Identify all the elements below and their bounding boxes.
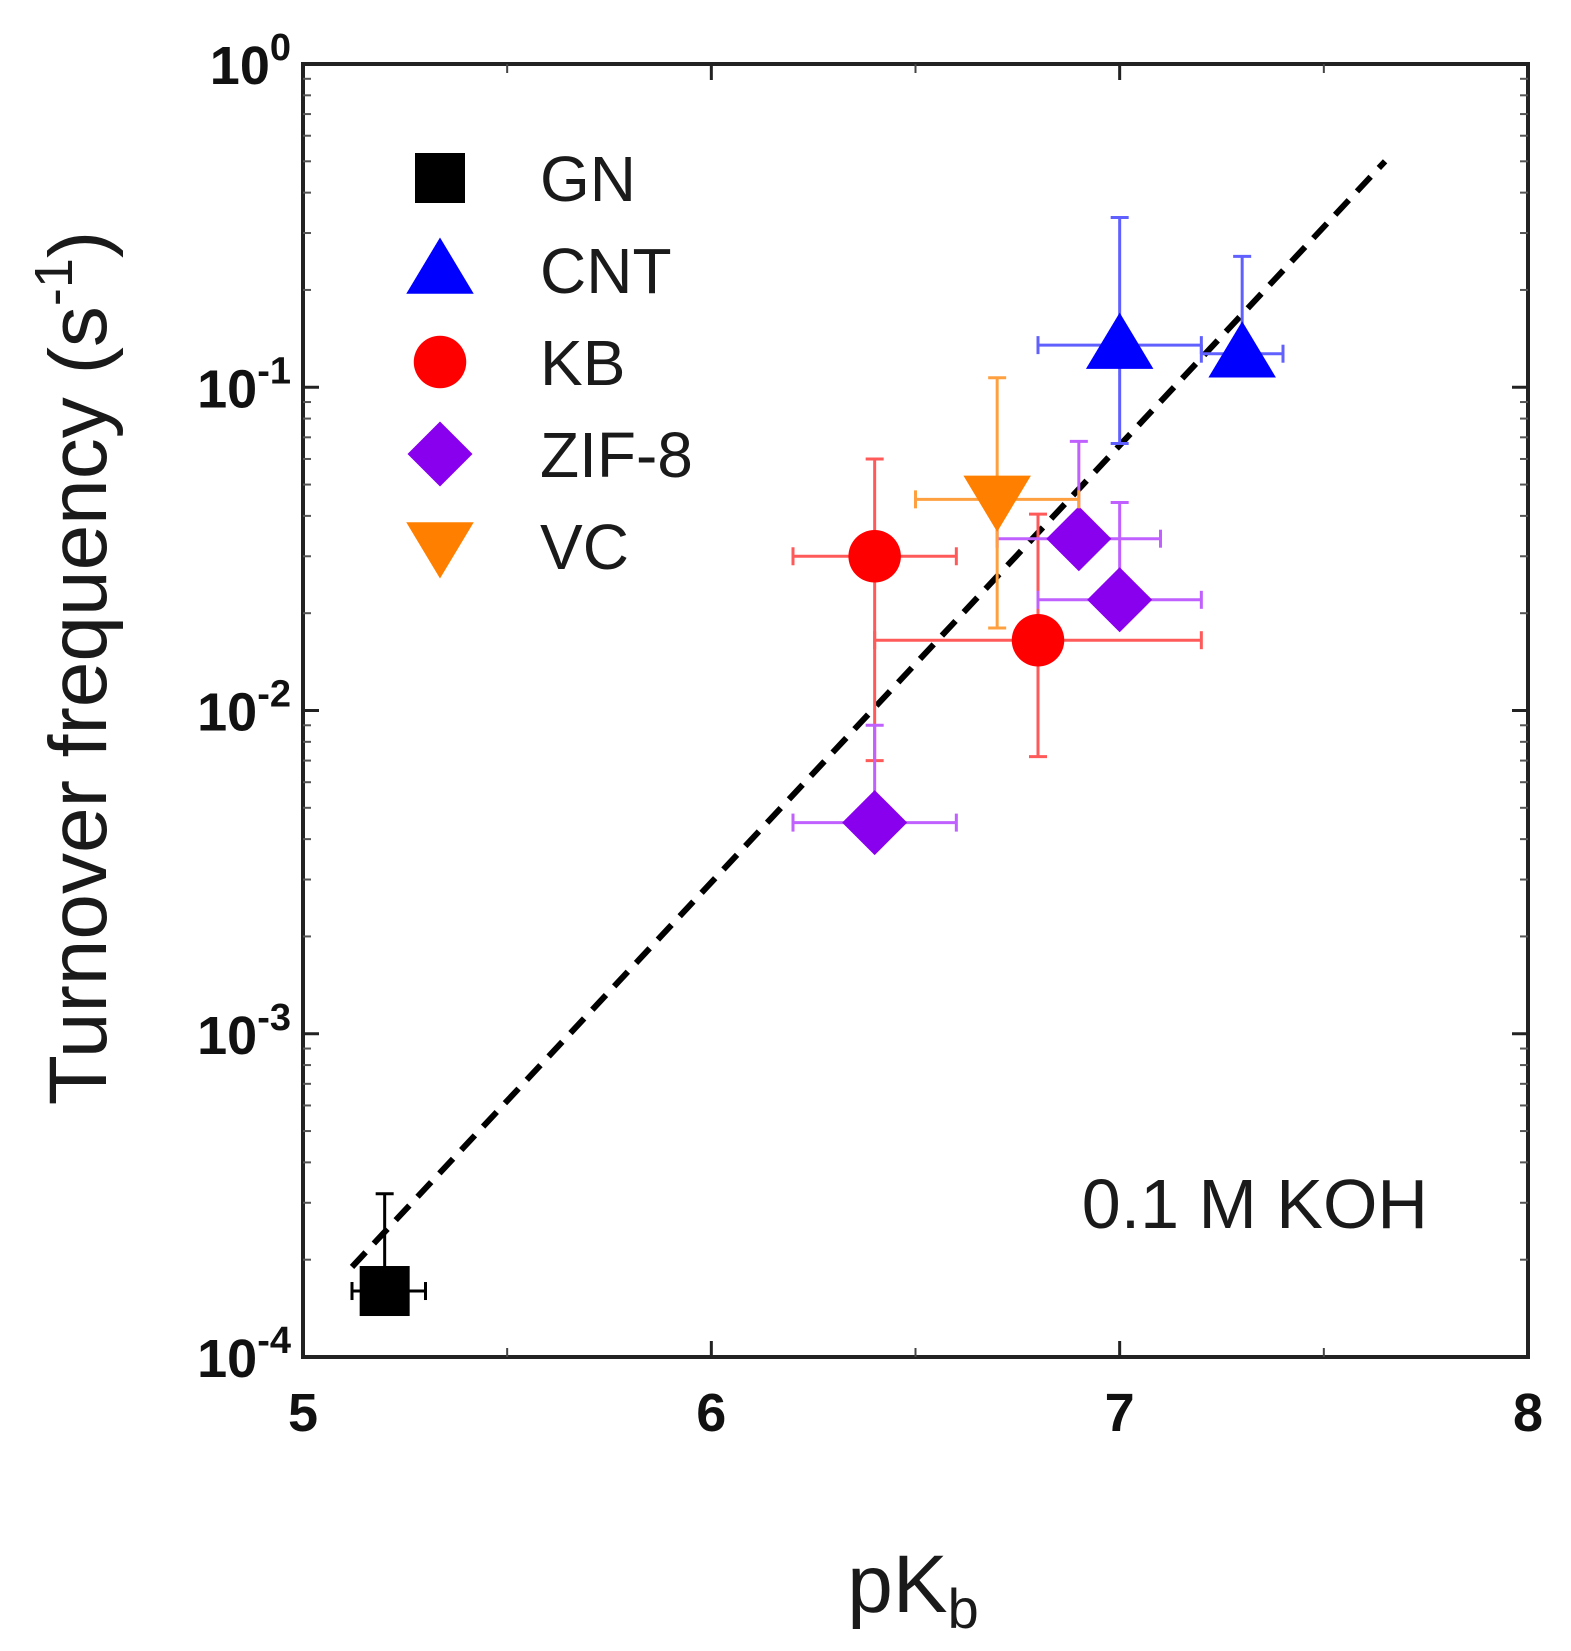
gn-point — [359, 1266, 410, 1317]
x-tick-label: 6 — [696, 1383, 726, 1443]
legend-marker-vc — [406, 522, 474, 579]
x-tick-label: 5 — [288, 1383, 318, 1443]
legend-label-gn: GN — [540, 143, 636, 215]
y-axis-title: Turnover frequency (s-1) — [24, 231, 124, 1105]
data-points — [350, 216, 1285, 1317]
annotation-electrolyte: 0.1 M KOH — [1082, 1165, 1428, 1243]
labels: pKb Turnover frequency (s-1) 0.1 M KOH — [24, 231, 1428, 1640]
x-axis-title: pKb — [847, 1539, 978, 1640]
y-tick-label: 10-3 — [197, 997, 291, 1066]
zif-8-point — [842, 790, 908, 856]
axes: 5 6 7 8 10-4 10-3 10-2 10-1 100 — [197, 27, 1543, 1443]
cnt-point — [1085, 312, 1154, 369]
cnt-point — [1208, 321, 1276, 378]
zif-8-point — [1046, 506, 1112, 572]
legend: GN CNT KB ZIF-8 VC — [406, 143, 693, 583]
x-tick-label: 7 — [1105, 1383, 1135, 1443]
y-tick-label: 10-4 — [197, 1320, 291, 1389]
legend-marker-cnt — [406, 237, 474, 294]
kb-point — [1011, 613, 1065, 667]
fit-line-group — [349, 159, 1388, 1269]
zif-8-point — [1087, 567, 1153, 633]
legend-label-vc: VC — [540, 511, 629, 583]
x-tick-label: 8 — [1513, 1383, 1543, 1443]
legend-marker-kb — [413, 335, 467, 389]
y-tick-label: 10-2 — [197, 674, 291, 743]
kb-point — [848, 530, 901, 583]
legend-marker-gn — [415, 153, 465, 203]
y-tick-label: 100 — [210, 27, 291, 96]
plot-frame — [301, 62, 1530, 1359]
vc-point — [963, 475, 1031, 532]
fit-line — [349, 159, 1388, 1269]
legend-label-zif-8: ZIF-8 — [540, 419, 693, 491]
legend-label-kb: KB — [540, 327, 625, 399]
legend-label-cnt: CNT — [540, 235, 672, 307]
y-tick-label: 10-1 — [197, 350, 291, 419]
legend-marker-zif-8 — [407, 421, 473, 487]
